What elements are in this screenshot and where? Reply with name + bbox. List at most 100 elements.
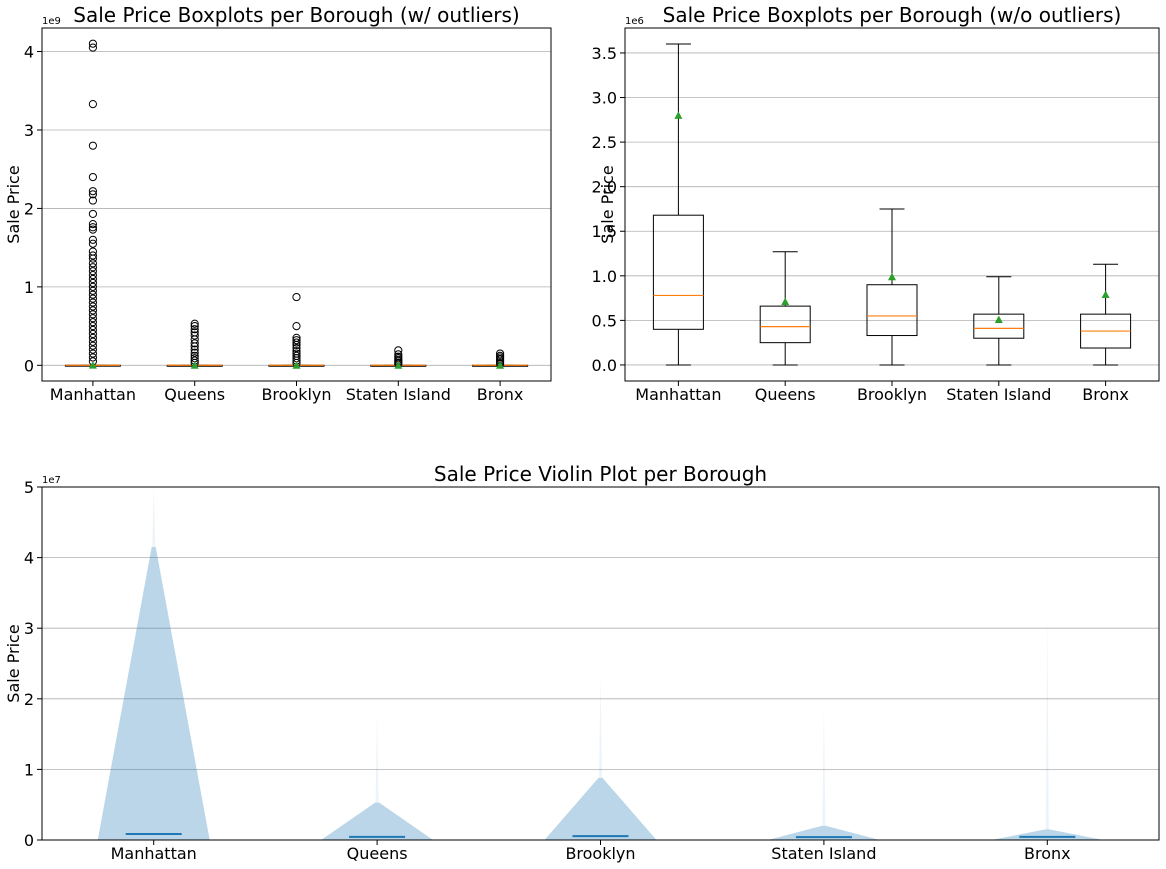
violin-tail (375, 712, 379, 803)
outlier-point (88, 43, 98, 52)
outlier-point (88, 239, 98, 248)
mean-marker (394, 361, 403, 369)
outlier-point (88, 337, 98, 346)
y-offset-label: 1e6 (625, 16, 644, 27)
outlier-point (88, 278, 98, 288)
iqr-box (759, 305, 811, 344)
outlier-point (88, 310, 98, 319)
x-tick-label: Staten Island (346, 385, 451, 404)
outlier-point (190, 342, 199, 351)
mean-marker (888, 272, 896, 281)
box-bronx (1080, 263, 1132, 366)
y-tick-label: 0 (24, 356, 34, 375)
y-tick-label: 1 (24, 278, 34, 297)
outlier-point (88, 172, 98, 182)
violin-body (991, 829, 1104, 840)
chart-panel-1 (620, 27, 1160, 386)
box-brooklyn (268, 292, 325, 369)
outlier-point (88, 333, 98, 342)
violin-tail (822, 705, 826, 826)
violin-staten-island (767, 705, 880, 840)
y-tick-label: 3.0 (592, 89, 617, 108)
iqr-box (652, 214, 704, 330)
outlier-point (88, 290, 98, 299)
outlier-point (88, 99, 98, 109)
box-brooklyn (866, 208, 918, 366)
outlier-point (190, 345, 199, 354)
y-tick-label: 1 (24, 760, 34, 779)
violin-tail (152, 487, 156, 548)
box-manhattan (64, 39, 121, 369)
x-tick-label: Manhattan (635, 385, 721, 404)
outlier-point (190, 339, 199, 348)
y-tick-label: 1.0 (592, 267, 617, 286)
y-tick-label: 3.5 (592, 44, 617, 63)
violin-body (97, 547, 210, 840)
outlier-point (88, 235, 98, 244)
x-tick-label: Bronx (1024, 844, 1071, 863)
outlier-point (88, 254, 98, 263)
x-tick-label: Queens (755, 385, 816, 404)
axes-frame (41, 27, 552, 382)
violin-tail (599, 677, 602, 778)
outlier-point (88, 196, 98, 205)
outlier-point (292, 340, 301, 350)
outlier-point (88, 220, 98, 229)
violin-bronx (991, 614, 1104, 840)
y-offset-label: 1e9 (42, 16, 61, 27)
axes-frame (624, 27, 1160, 382)
box-queens (166, 319, 223, 369)
x-tick-label: Staten Island (946, 385, 1051, 404)
axes-frame (41, 486, 1160, 841)
x-tick-label: Brooklyn (261, 385, 331, 404)
x-tick-label: Bronx (477, 385, 524, 404)
outlier-point (88, 282, 98, 291)
outlier-point (88, 274, 98, 284)
x-tick-label: Queens (164, 385, 225, 404)
outlier-point (88, 294, 98, 303)
y-axis-label: Sale Price (4, 165, 23, 243)
y-tick-label: 3 (24, 121, 34, 140)
violin-queens (321, 712, 434, 840)
outlier-point (88, 271, 98, 280)
y-tick-label: 4 (24, 549, 34, 568)
outlier-point (190, 331, 199, 340)
chart-title: Sale Price Boxplots per Borough (w/ outl… (73, 3, 519, 27)
x-tick-label: Brooklyn (565, 844, 635, 863)
outlier-point (88, 141, 98, 150)
y-tick-label: 5 (24, 478, 34, 497)
outlier-point (190, 325, 199, 334)
mean-marker (994, 315, 1003, 323)
box-manhattan (652, 43, 704, 366)
chart-title: Sale Price Boxplots per Borough (w/o out… (663, 3, 1122, 27)
outlier-point (88, 306, 98, 315)
mean-marker (1101, 290, 1110, 299)
box-staten-island (973, 276, 1025, 366)
chart-panel-2 (37, 486, 1160, 845)
outlier-point (88, 190, 98, 199)
x-tick-label: Queens (347, 844, 408, 863)
outlier-point (88, 329, 98, 339)
chart-title: Sale Price Violin Plot per Borough (434, 462, 767, 486)
outlier-point (88, 325, 98, 335)
violin-body (321, 802, 434, 840)
outlier-point (88, 345, 98, 354)
outlier-point (292, 321, 301, 331)
outlier-point (88, 286, 98, 295)
mean-marker (190, 361, 199, 369)
y-axis-label: Sale Price (598, 165, 617, 243)
violin-brooklyn (544, 677, 657, 840)
outlier-point (292, 343, 301, 353)
outlier-point (88, 263, 98, 272)
outlier-point (88, 39, 98, 48)
outlier-point (88, 223, 98, 232)
y-offset-label: 1e7 (42, 475, 61, 486)
mean-marker (496, 361, 505, 369)
x-tick-label: Manhattan (111, 844, 197, 863)
outlier-point (88, 341, 98, 350)
chart-panel-0 (37, 27, 552, 386)
violin-tail (1045, 614, 1049, 830)
outlier-point (190, 348, 199, 357)
y-tick-label: 2 (24, 690, 34, 709)
outlier-point (88, 318, 98, 327)
